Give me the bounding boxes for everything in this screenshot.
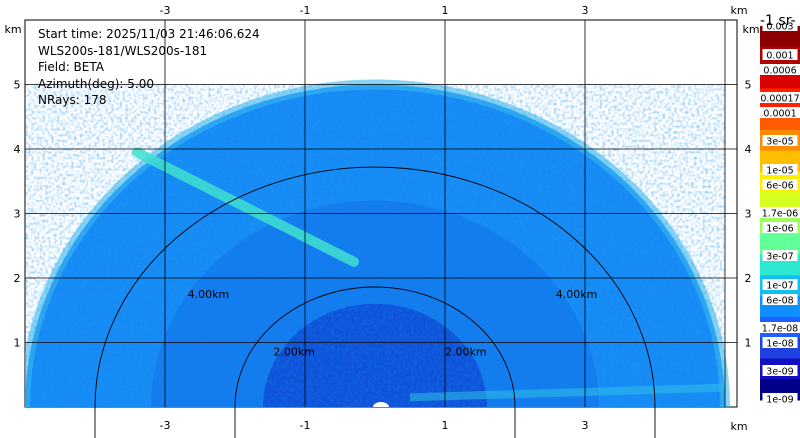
colorbar-label-bg xyxy=(756,322,800,333)
colorbar-label-bg xyxy=(759,64,800,75)
ring-label-right-4: 4.00km xyxy=(556,288,598,301)
y-tick-right-1: 1 xyxy=(745,337,752,350)
x-unit-bottom: km xyxy=(730,420,747,433)
colorbar-label-bg xyxy=(762,365,798,376)
y-unit-left: km xyxy=(4,23,21,36)
colorbar-swatch xyxy=(760,26,800,48)
colorbar-label-bg xyxy=(762,49,798,60)
colorbar-label: 1e-07 xyxy=(766,281,793,292)
colorbar-label-bg xyxy=(756,207,800,218)
colorbar-label: 3e-09 xyxy=(766,367,793,378)
colorbar-label-bg xyxy=(762,164,798,175)
colorbar-label-bg xyxy=(762,393,798,404)
sector-data xyxy=(25,79,730,407)
azimuth: Azimuth(deg): 5.00 xyxy=(38,76,155,91)
colorbar-title: -1 sr- xyxy=(760,13,796,29)
colorbar-label: 6e-08 xyxy=(766,296,793,307)
colorbar-label-bg xyxy=(762,250,798,261)
x-tick-bottom-1: 1 xyxy=(442,419,449,432)
plume-band xyxy=(132,147,359,267)
colorbar-label: 1e-06 xyxy=(766,224,793,235)
colorbar-label: 3e-07 xyxy=(766,252,793,263)
y-tick-left-3: 3 xyxy=(14,208,21,221)
colorbar-label-bg xyxy=(759,107,800,118)
y-unit-right: km xyxy=(742,23,759,36)
colorbar-label-bg xyxy=(762,179,798,190)
colorbar-label: 0.0006 xyxy=(763,66,796,77)
colorbar-label-bg xyxy=(762,337,798,348)
colorbar-label: 3e-05 xyxy=(766,137,793,148)
colorbar-label-bg xyxy=(762,20,798,31)
colorbar-label-bg xyxy=(762,135,798,146)
x-unit-top: km xyxy=(730,4,747,17)
colorbar-label: 1e-09 xyxy=(766,395,793,406)
y-tick-left-1: 1 xyxy=(14,337,21,350)
colorbar-label: 0.003 xyxy=(766,22,793,33)
x-tick-bottom-3: 3 xyxy=(582,419,589,432)
y-tick-right-2: 2 xyxy=(745,272,752,285)
colorbar-label: 1e-08 xyxy=(766,339,793,350)
colorbar-label-bg xyxy=(762,222,798,233)
y-tick-right-3: 3 xyxy=(745,208,752,221)
y-tick-left-5: 5 xyxy=(14,79,21,92)
colorbar-label: 1e-05 xyxy=(766,166,793,177)
range-rings: 2.00km 2.00km 4.00km 4.00km xyxy=(94,166,656,438)
grid xyxy=(25,20,737,407)
instrument-name: WLS200s-181/WLS200s-181 xyxy=(38,43,208,58)
ring-label-right-2: 2.00km xyxy=(445,345,487,358)
y-tick-left-2: 2 xyxy=(14,272,21,285)
ring-label-left-2: 2.00km xyxy=(273,345,315,358)
colorbar-label: 0.00017 xyxy=(760,94,799,105)
x-tick-top--3: -3 xyxy=(160,4,171,17)
x-tick-top--1: -1 xyxy=(300,4,311,17)
x-tick-top-3: 3 xyxy=(582,4,589,17)
ground-band xyxy=(409,383,726,402)
info-panel: Start time: 2025/11/03 21:46:06.624 WLS2… xyxy=(38,26,260,109)
colorbar-label-bg xyxy=(756,92,800,103)
colorbar-label-bg xyxy=(762,294,798,305)
colorbar-label: 0.0001 xyxy=(763,109,796,120)
ring-label-left-4: 4.00km xyxy=(188,288,230,301)
y-tick-left-4: 4 xyxy=(14,143,21,156)
y-tick-right-5: 5 xyxy=(745,79,752,92)
colorbar: 0.003 0.001 0.0006 0.00017 0.0001 3e-05 1e-05 6… xyxy=(756,20,800,406)
origin-gap xyxy=(373,402,389,407)
start-time: Start time: 2025/11/03 21:46:06.624 xyxy=(38,27,260,41)
y-axis-ticks: 1 1 2 2 3 3 4 4 5 5 xyxy=(14,79,752,350)
x-tick-top-1: 1 xyxy=(442,4,449,17)
sector-texture xyxy=(25,84,725,407)
colorbar-label: 1.7e-06 xyxy=(762,209,798,220)
colorbar-label: 0.001 xyxy=(766,51,793,62)
colorbar-label: 6e-06 xyxy=(766,181,793,192)
colorbar-label-bg xyxy=(762,279,798,290)
y-tick-right-4: 4 xyxy=(745,143,752,156)
x-tick-bottom--3: -3 xyxy=(160,419,171,432)
nrays: NRays: 178 xyxy=(38,93,107,108)
x-axis-ticks: -3 -3 -1 -1 1 1 3 3 xyxy=(160,4,589,432)
range-ring-2 xyxy=(234,286,516,438)
field-name: Field: BETA xyxy=(38,60,104,75)
colorbar-label: 1.7e-08 xyxy=(762,324,798,335)
colorbar-swatch xyxy=(760,233,800,256)
range-ring-4 xyxy=(94,166,656,438)
x-tick-bottom--1: -1 xyxy=(300,419,311,432)
